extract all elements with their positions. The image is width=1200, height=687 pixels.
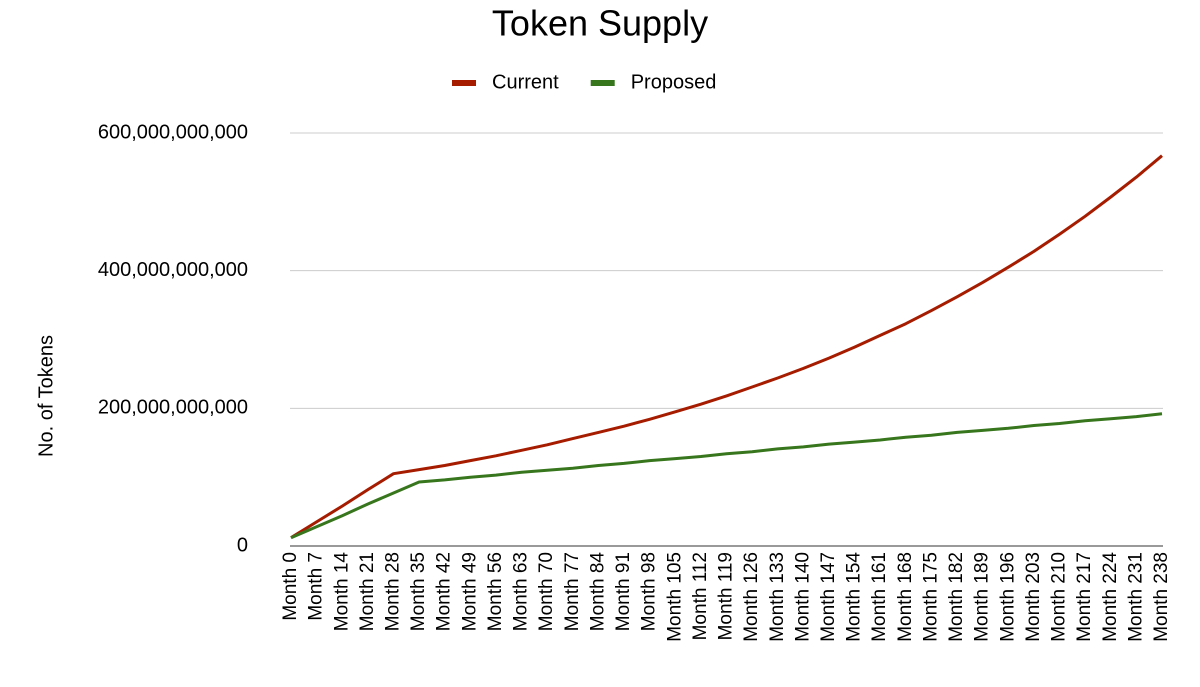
x-tick-label: Month 217 [1074,552,1095,642]
x-tick-label: Month 35 [408,552,429,631]
x-tick-label: Month 175 [920,552,941,642]
legend-label: Current [492,71,559,93]
x-tick-label: Month 42 [434,552,455,631]
x-tick-label: Month 0 [280,552,301,621]
x-tick-label: Month 140 [792,552,813,642]
x-tick-label: Month 98 [639,552,660,631]
y-tick-label: 600,000,000,000 [98,121,248,143]
x-tick-label: Month 119 [716,552,737,640]
x-tick-label: Month 168 [895,552,916,642]
x-tick-label: Month 84 [587,552,608,632]
x-tick-label: Month 133 [767,552,788,642]
chart-title: Token Supply [492,3,708,44]
x-tick-label: Month 182 [946,552,967,642]
x-tick-label: Month 238 [1151,552,1172,642]
x-tick-label: Month 196 [997,552,1018,642]
x-tick-label: Month 70 [536,552,557,631]
y-tick-label: 0 [237,534,248,556]
x-tick-label: Month 126 [741,552,762,642]
x-tick-label: Month 161 [869,552,890,642]
x-tick-label: Month 49 [459,552,480,631]
x-tick-label: Month 224 [1100,552,1121,642]
line-series [290,154,1163,539]
x-tick-label: Month 28 [382,552,403,631]
x-tick-label: Month 56 [485,552,506,631]
x-tick-label: Month 91 [613,552,634,631]
x-tick-label: Month 105 [664,552,685,642]
y-axis-title: No. of Tokens [35,335,57,457]
x-tick-label: Month 7 [306,552,327,621]
x-tick-label: Month 63 [511,552,532,631]
x-tick-label: Month 112 [690,552,711,640]
y-tick-label: 400,000,000,000 [98,259,248,281]
x-tick-label: Month 210 [1049,552,1070,642]
x-tick-label: Month 147 [818,552,839,642]
y-tick-label: 200,000,000,000 [98,397,248,419]
x-tick-label: Month 203 [1023,552,1044,642]
x-tick-label: Month 231 [1125,552,1146,642]
x-tick-label: Month 14 [331,552,352,632]
line-series [290,412,1163,540]
x-tick-label: Month 154 [844,552,865,642]
x-tick-label: Month 21 [357,552,378,631]
legend-label: Proposed [631,71,717,93]
x-tick-label: Month 189 [972,552,993,642]
x-tick-label: Month 77 [562,552,583,631]
